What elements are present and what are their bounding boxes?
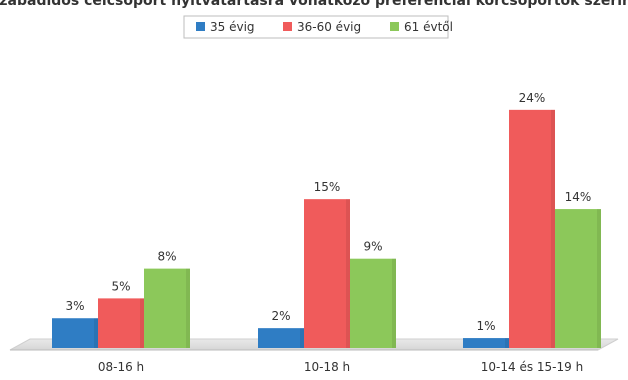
bar-61-vt-l-08-16-h	[144, 268, 190, 348]
bar-shade	[94, 318, 98, 348]
legend-swatch	[390, 22, 399, 31]
data-label-35-vig-08-16-h: 3%	[65, 299, 84, 313]
legend-swatch	[196, 22, 205, 31]
bar-shade	[392, 258, 396, 348]
data-label-61-vt-l-08-16-h: 8%	[157, 250, 176, 264]
data-label-36-60-vig-08-16-h: 5%	[111, 279, 130, 293]
category-label-10-18-h: 10-18 h	[304, 360, 350, 374]
legend-item-35-vig: 35 évig	[196, 20, 255, 34]
data-label-36-60-vig-10-18-h: 15%	[314, 180, 341, 194]
data-label-36-60-vig-10-14-s-15-19-h: 24%	[519, 91, 546, 105]
category-labels-layer: 08-16 h 10-18 h 10-14 és 15-19 h	[98, 360, 583, 374]
legend-label: 61 évtől	[404, 20, 453, 34]
chart-legend: 35 évig 36-60 évig 61 évtől	[183, 15, 453, 39]
bar-36-60-vig-08-16-h	[98, 298, 144, 348]
bar-61-vt-l-10-14-s-15-19-h	[555, 209, 601, 348]
bar-shade	[300, 328, 304, 348]
data-labels-layer: 3% 5% 8% 2% 15% 9% 1% 24% 14%	[65, 91, 591, 333]
legend-border	[183, 15, 449, 39]
bar-36-60-vig-10-18-h	[304, 199, 350, 348]
legend-label: 35 évig	[210, 20, 255, 34]
bar-shade	[551, 109, 555, 348]
legend-item-61-vt-l: 61 évtől	[390, 20, 453, 34]
bar-shade	[186, 268, 190, 348]
bar-36-60-vig-10-14-s-15-19-h	[509, 109, 555, 348]
bar-shade	[597, 209, 601, 348]
bar-61-vt-l-10-18-h	[350, 258, 396, 348]
legend-label: 36-60 évig	[297, 20, 361, 34]
data-label-35-vig-10-18-h: 2%	[271, 309, 290, 323]
data-label-35-vig-10-14-s-15-19-h: 1%	[476, 319, 495, 333]
legend-swatch	[283, 22, 292, 31]
bar-shade	[140, 298, 144, 348]
bar-shade	[505, 338, 509, 348]
bar-35-vig-08-16-h	[52, 318, 98, 348]
bars-layer	[52, 109, 601, 348]
chart-title: Szabadidős célcsoport nyitvatartásra von…	[0, 0, 628, 9]
legend-item-36-60-vig: 36-60 évig	[283, 20, 361, 34]
category-label-10-14-s-15-19-h: 10-14 és 15-19 h	[481, 360, 583, 374]
bar-35-vig-10-18-h	[258, 328, 304, 348]
data-label-61-vt-l-10-18-h: 9%	[363, 240, 382, 254]
bar-shade	[346, 199, 350, 348]
bar-35-vig-10-14-s-15-19-h	[463, 338, 509, 348]
data-label-61-vt-l-10-14-s-15-19-h: 14%	[565, 190, 592, 204]
category-label-08-16-h: 08-16 h	[98, 360, 144, 374]
